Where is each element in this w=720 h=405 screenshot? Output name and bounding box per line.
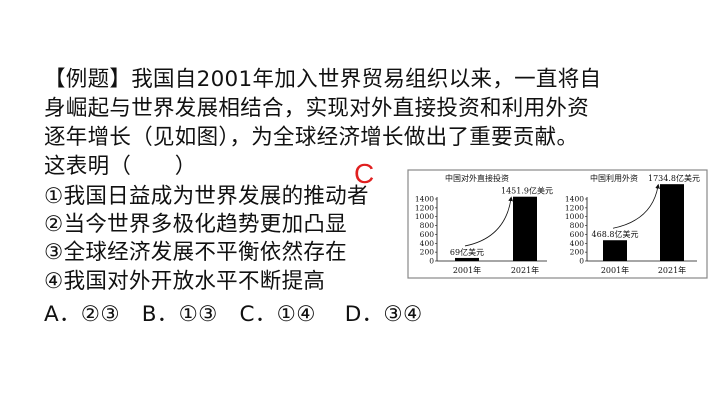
y-tick-label: 0	[579, 257, 584, 266]
question-line: 身崛起与世界发展相结合，实现对外直接投资和利用外资	[44, 96, 590, 121]
data-label: 468.8亿美元	[592, 229, 639, 239]
growth-arrow	[612, 183, 660, 229]
y-tick-label: 1200	[565, 203, 584, 212]
x-tick-label: 2001年	[601, 265, 629, 275]
statement-4: ④我国对外开放水平不断提高	[44, 269, 326, 294]
growth-arrow	[464, 196, 514, 247]
question-line: 【例题】我国自2001年加入世界贸易组织以来，一直将自	[44, 67, 602, 92]
answer-mark: C	[354, 158, 375, 189]
bar	[455, 257, 479, 261]
data-label: 1451.9亿美元	[501, 186, 553, 196]
y-tick-label: 1400	[565, 195, 584, 204]
bar	[603, 240, 627, 261]
statement-1: ①我国日益成为世界发展的推动者	[44, 184, 369, 209]
y-tick-label: 200	[420, 248, 435, 257]
y-tick-label: 1200	[415, 203, 434, 212]
answer-options: A．②③ B．①③ C．①④ D．③④	[44, 302, 423, 327]
y-tick-label: 400	[570, 239, 585, 248]
y-tick-label: 800	[570, 221, 585, 230]
x-tick-label: 2021年	[511, 265, 539, 275]
y-tick-label: 400	[420, 239, 435, 248]
statement-2: ②当今世界多极化趋势更加凸显	[44, 212, 347, 237]
y-tick-label: 600	[570, 230, 585, 239]
y-tick-label: 1000	[565, 212, 584, 221]
data-label: 69亿美元	[450, 247, 484, 257]
y-tick-label: 1000	[415, 212, 434, 221]
question-line: 逐年增长（见如图），为全球经济增长做出了重要贡献。	[44, 125, 579, 150]
chart-title: 中国对外直接投资	[445, 173, 509, 183]
x-tick-label: 2001年	[453, 265, 481, 275]
chart-title: 中国利用外资	[590, 173, 638, 183]
statement-3: ③全球经济发展不平衡依然存在	[44, 240, 347, 265]
y-tick-label: 200	[570, 248, 585, 257]
x-tick-label: 2021年	[658, 265, 686, 275]
y-tick-label: 1400	[415, 195, 434, 204]
y-tick-label: 800	[420, 221, 435, 230]
bar	[513, 196, 537, 261]
y-tick-label: 600	[420, 230, 435, 239]
y-tick-label: 0	[429, 257, 434, 266]
data-label: 1734.8亿美元	[648, 173, 700, 183]
bar	[660, 184, 684, 261]
question-line: 这表明（ ）	[44, 154, 197, 179]
